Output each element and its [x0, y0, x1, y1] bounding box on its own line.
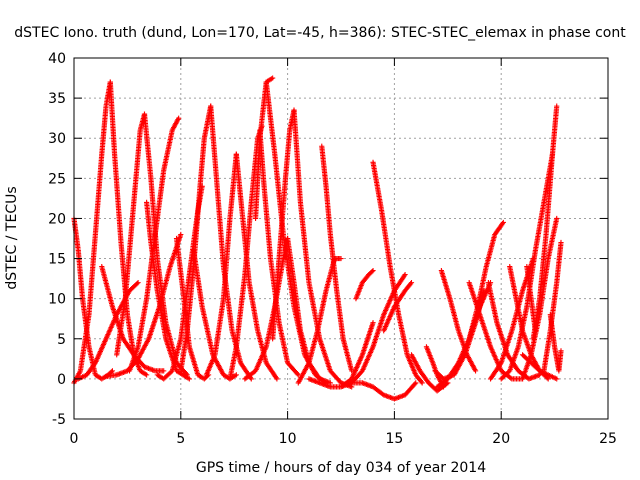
- data-point-marker: [134, 281, 140, 287]
- data-point-marker: [186, 376, 192, 382]
- data-point-marker: [135, 280, 141, 286]
- series-5: [114, 111, 148, 358]
- data-point-marker: [109, 368, 116, 374]
- data-point-marker: [108, 369, 114, 375]
- data-point-marker: [178, 231, 184, 238]
- series-2: [107, 79, 150, 378]
- chart-title: dSTEC Iono. truth (dund, Lon=170, Lat=-4…: [14, 25, 626, 41]
- data-point-marker: [161, 368, 167, 374]
- data-point-marker: [176, 115, 182, 121]
- series-9: [144, 199, 192, 382]
- data-point-marker: [144, 372, 150, 378]
- series-4: [99, 263, 167, 374]
- data-layer: [71, 75, 564, 402]
